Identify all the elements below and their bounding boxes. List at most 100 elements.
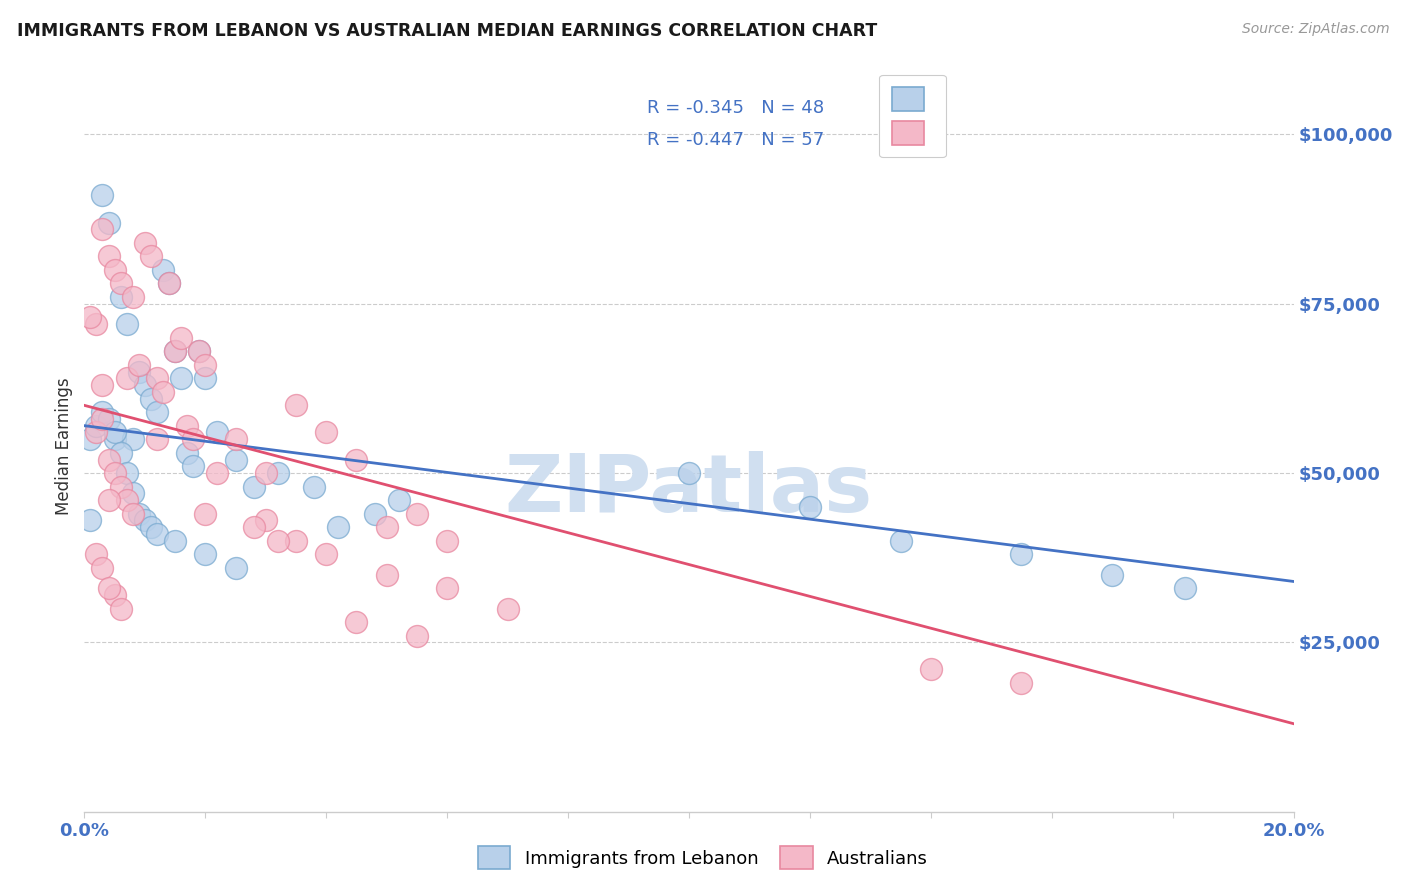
Point <box>242 480 264 494</box>
Point <box>121 507 143 521</box>
Point <box>920 663 942 677</box>
Point <box>388 493 411 508</box>
Point <box>194 547 217 561</box>
Point <box>121 486 143 500</box>
Point <box>121 290 143 304</box>
Point <box>110 290 132 304</box>
Point <box>225 432 247 446</box>
Point <box>315 425 337 440</box>
Point <box>165 344 187 359</box>
Point <box>79 310 101 325</box>
Point <box>315 547 337 561</box>
Point <box>86 425 108 440</box>
Point <box>242 520 264 534</box>
Point <box>104 588 127 602</box>
Y-axis label: Median Earnings: Median Earnings <box>55 377 73 515</box>
Point <box>134 514 156 528</box>
Point <box>79 514 101 528</box>
Text: Source: ZipAtlas.com: Source: ZipAtlas.com <box>1241 22 1389 37</box>
Point <box>285 533 308 548</box>
Point <box>678 466 700 480</box>
Point <box>1101 567 1123 582</box>
Text: ZIPatlas: ZIPatlas <box>505 450 873 529</box>
Point <box>285 398 308 412</box>
Point <box>91 378 114 392</box>
Point <box>176 446 198 460</box>
Point <box>91 222 114 236</box>
Point <box>225 561 247 575</box>
Point <box>496 601 519 615</box>
Point <box>170 371 193 385</box>
Point <box>363 507 385 521</box>
Point <box>97 249 120 263</box>
Point <box>194 371 217 385</box>
Point <box>146 432 169 446</box>
Text: R = -0.447   N = 57: R = -0.447 N = 57 <box>647 131 824 150</box>
Point <box>97 452 120 467</box>
Point <box>91 405 114 419</box>
Point <box>110 480 132 494</box>
Point <box>346 615 368 629</box>
Point <box>115 371 138 385</box>
Point <box>194 507 217 521</box>
Point <box>104 466 127 480</box>
Point <box>406 507 429 521</box>
Point <box>97 412 120 426</box>
Point <box>152 384 174 399</box>
Point <box>128 507 150 521</box>
Point <box>97 581 120 595</box>
Text: IMMIGRANTS FROM LEBANON VS AUSTRALIAN MEDIAN EARNINGS CORRELATION CHART: IMMIGRANTS FROM LEBANON VS AUSTRALIAN ME… <box>17 22 877 40</box>
Point <box>375 520 398 534</box>
Point <box>86 418 108 433</box>
Point <box>139 392 162 406</box>
Point <box>128 358 150 372</box>
Point <box>207 466 229 480</box>
Point <box>225 452 247 467</box>
Point <box>115 317 138 331</box>
Point <box>181 459 204 474</box>
Point <box>1011 547 1033 561</box>
Point <box>91 412 114 426</box>
Point <box>157 277 180 291</box>
Point <box>104 432 127 446</box>
Point <box>188 344 211 359</box>
Point <box>97 493 120 508</box>
Point <box>375 567 398 582</box>
Point <box>157 277 180 291</box>
Point <box>254 466 277 480</box>
Legend: Immigrants from Lebanon, Australians: Immigrants from Lebanon, Australians <box>470 838 936 879</box>
Point <box>121 432 143 446</box>
Point <box>79 432 101 446</box>
Point <box>139 249 162 263</box>
Point <box>91 188 114 202</box>
Point <box>134 235 156 250</box>
Point <box>302 480 325 494</box>
Point <box>170 331 193 345</box>
Point <box>110 601 132 615</box>
Point <box>194 358 217 372</box>
Point <box>97 215 120 229</box>
Point <box>86 547 108 561</box>
Point <box>104 263 127 277</box>
Point <box>146 371 169 385</box>
Point <box>139 520 162 534</box>
Point <box>165 533 187 548</box>
Point <box>176 418 198 433</box>
Point <box>128 364 150 378</box>
Point <box>146 405 169 419</box>
Point <box>86 317 108 331</box>
Point <box>406 629 429 643</box>
Point <box>91 561 114 575</box>
Point <box>115 466 138 480</box>
Point <box>436 581 458 595</box>
Point <box>346 452 368 467</box>
Point <box>165 344 187 359</box>
Point <box>1174 581 1197 595</box>
Point <box>188 344 211 359</box>
Point <box>110 277 132 291</box>
Point <box>1011 676 1033 690</box>
Point <box>115 493 138 508</box>
Point <box>890 533 912 548</box>
Point <box>267 533 290 548</box>
Point <box>254 514 277 528</box>
